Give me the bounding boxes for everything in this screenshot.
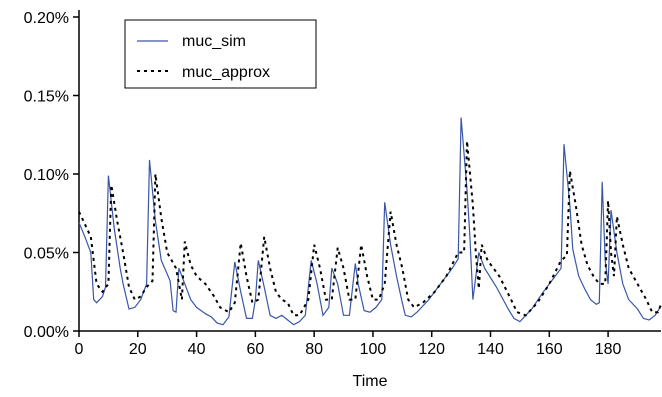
y-tick-label: 0.15%: [24, 89, 69, 106]
y-tick-label: 0.20%: [24, 10, 69, 27]
x-tick-label: 60: [246, 341, 264, 358]
y-tick-label: 0.00%: [24, 324, 69, 341]
legend-label-muc-sim: muc_sim: [182, 33, 246, 50]
x-tick-label: 80: [305, 341, 323, 358]
y-ticks: 0.00% 0.05% 0.10% 0.15% 0.20%: [24, 10, 79, 341]
series-line-muc-sim: [78, 117, 662, 326]
y-axis: 0.00% 0.05% 0.10% 0.15% 0.20%: [24, 10, 80, 341]
series-layer: [78, 117, 662, 326]
x-axis-title: Time: [353, 373, 388, 390]
x-ticks: 0 20 40 60 80 100 120 140 160 180: [75, 331, 622, 358]
x-axis: 0 20 40 60 80 100 120 140 160 180: [75, 330, 661, 358]
x-tick-label: 40: [188, 341, 206, 358]
y-tick-label: 0.05%: [24, 246, 69, 263]
x-tick-label: 0: [75, 341, 84, 358]
series-line-muc-approx: [78, 140, 662, 317]
x-tick-label: 100: [360, 341, 387, 358]
legend: muc_sim muc_approx: [124, 19, 317, 89]
legend-box: [124, 19, 317, 89]
x-tick-label: 160: [536, 341, 563, 358]
x-tick-label: 120: [418, 341, 445, 358]
y-tick-label: 0.10%: [24, 167, 69, 184]
legend-label-muc-approx: muc_approx: [182, 64, 270, 81]
x-tick-label: 140: [477, 341, 504, 358]
x-tick-label: 180: [595, 341, 622, 358]
x-tick-label: 20: [129, 341, 147, 358]
